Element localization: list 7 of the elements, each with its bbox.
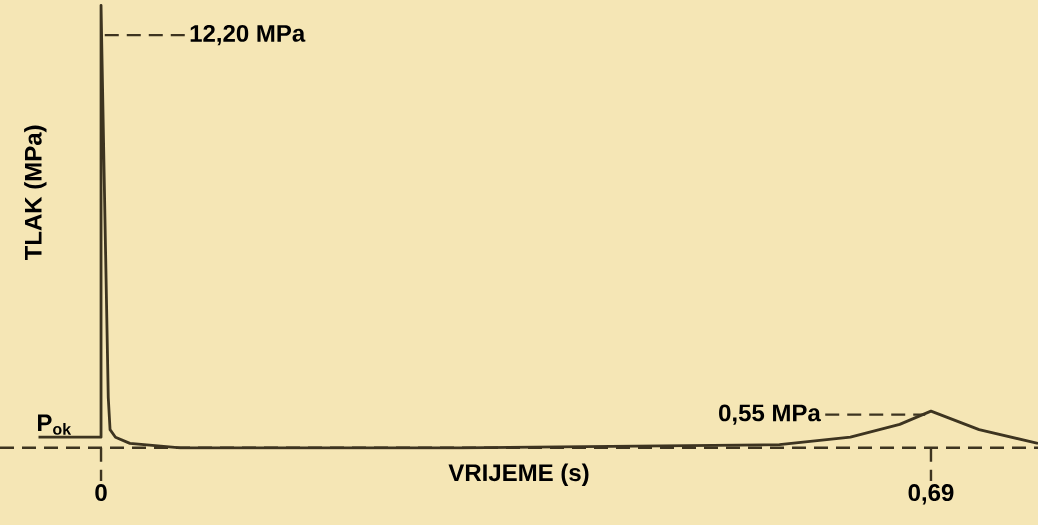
x-tick-label: 0 <box>95 484 107 502</box>
annotation: 0,55 MPa <box>719 404 821 425</box>
annotation: P$_{ok}$ <box>38 414 72 435</box>
x-tick-label: 0,69 <box>908 484 954 505</box>
annotation: 12,20 MPa <box>190 24 306 46</box>
y-axis-title: TLAK (MPa) <box>24 125 47 261</box>
x-axis-title: VRIJEME (s) <box>448 463 589 486</box>
